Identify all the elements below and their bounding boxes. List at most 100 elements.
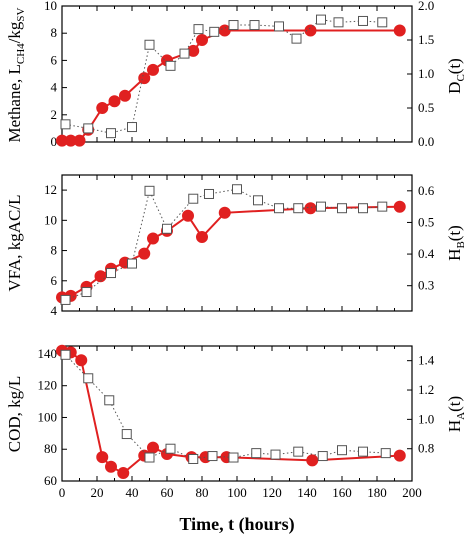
data-point-square — [106, 268, 116, 279]
data-point-circle — [393, 200, 406, 213]
data-point-square — [121, 429, 132, 440]
data-point-circle — [73, 134, 86, 147]
data-point-square — [209, 26, 220, 37]
data-point-circle — [117, 467, 130, 480]
series-line-model — [61, 205, 400, 299]
data-point-square — [380, 448, 391, 459]
data-point-square — [60, 349, 71, 360]
x-tick-label: 40 — [126, 485, 139, 500]
data-point-square — [316, 14, 326, 25]
data-point-square — [165, 443, 176, 454]
data-point-square — [358, 203, 368, 214]
y-tick-label-right: 1.4 — [418, 353, 435, 368]
y-tick-label-left: 100 — [38, 409, 58, 424]
data-point-square — [232, 184, 242, 195]
data-point-square — [316, 201, 326, 212]
data-point-square — [179, 48, 190, 59]
y-tick-label-left: 120 — [38, 378, 58, 393]
y-tick-label-left: 10 — [44, 0, 57, 13]
data-point-circle — [147, 63, 159, 76]
data-point-square — [293, 446, 304, 457]
x-tick-label: 160 — [332, 485, 352, 500]
y-tick-label-left: 0 — [51, 134, 58, 149]
y-tick-label-right: 0.5 — [418, 214, 434, 229]
data-point-square — [333, 17, 344, 28]
data-point-square — [162, 223, 172, 234]
data-point-circle — [119, 89, 131, 102]
data-point-square — [104, 395, 115, 406]
y-axis-label-right: HA(t) — [445, 396, 467, 432]
y-tick-label-left: 4 — [51, 80, 58, 95]
data-point-circle — [108, 95, 121, 108]
data-point-circle — [306, 454, 319, 467]
y-tick-label-left: 6 — [51, 52, 58, 67]
data-point-square — [144, 39, 155, 50]
data-point-circle — [138, 247, 151, 260]
panel-vfa: VFA, kgAC/L HB(t) 4 6 8 10 12 0.3 0.4 0.5 0.6 — [5, 174, 467, 318]
data-point-square — [377, 17, 388, 28]
series-line-model — [62, 29, 400, 142]
y-tick-label-right: 0.0 — [418, 134, 434, 149]
x-tick-label: 120 — [262, 485, 282, 500]
data-point-square — [60, 119, 71, 130]
y-tick-label-right: 1.0 — [418, 66, 434, 81]
data-point-square — [106, 128, 116, 139]
data-point-square — [251, 448, 262, 459]
data-point-square — [249, 20, 260, 31]
data-point-square — [188, 193, 199, 204]
x-axis-label: Time, t (hours) — [179, 514, 294, 535]
data-point-circle — [182, 209, 194, 222]
data-point-square — [358, 15, 368, 26]
data-point-square — [83, 373, 94, 384]
data-point-square — [127, 122, 137, 133]
y-tick-label-right: 0.3 — [418, 278, 434, 293]
x-tick-label: 200 — [402, 485, 422, 500]
y-axis-label-right: DC(t) — [445, 58, 467, 94]
y-tick-label-right: 2.0 — [418, 0, 434, 13]
data-point-square — [228, 452, 239, 463]
data-point-circle — [196, 34, 208, 46]
y-tick-label-left: 4 — [51, 303, 58, 318]
data-point-square — [144, 185, 155, 196]
x-tick-label: 100 — [227, 485, 247, 500]
data-point-circle — [96, 102, 109, 114]
x-tick-label: 0 — [59, 485, 66, 500]
data-point-square — [144, 452, 155, 463]
plot-frame — [61, 174, 413, 312]
y-axis-label-left: COD, kg/L — [5, 376, 24, 453]
y-tick-label-left: 8 — [51, 243, 58, 258]
y-axis-label-left: VFA, kgAC/L — [5, 195, 24, 292]
data-point-square — [293, 203, 304, 214]
panel-cod: COD, kg/L HA(t) Time, t (hours) 0 20 40 60 8… — [5, 344, 467, 535]
y-tick-label-left: 80 — [44, 441, 57, 456]
y-tick-label-right: 0.6 — [418, 183, 435, 198]
data-point-circle — [196, 230, 208, 243]
y-tick-label-left: 10 — [44, 212, 57, 227]
data-point-square — [165, 60, 176, 71]
data-point-square — [358, 446, 368, 457]
data-point-circle — [147, 441, 159, 454]
data-point-circle — [304, 24, 317, 37]
data-point-circle — [304, 202, 317, 215]
y-tick-label-right: 0.8 — [418, 441, 434, 456]
data-point-circle — [94, 270, 107, 283]
data-point-circle — [147, 232, 159, 245]
y-axis-label-left: Methane, LCH4/kgSV — [5, 7, 27, 142]
y-tick-label-right: 1.5 — [418, 32, 434, 47]
data-point-circle — [218, 206, 231, 219]
x-tick-label: 80 — [196, 485, 209, 500]
data-point-square — [83, 123, 94, 134]
data-point-square — [317, 451, 328, 462]
x-tick-label: 20 — [91, 485, 104, 500]
data-point-square — [207, 451, 218, 462]
y-tick-label-right: 1.2 — [418, 382, 434, 397]
series-line-observed — [65, 188, 383, 301]
x-tick-label: 60 — [161, 485, 174, 500]
data-point-circle — [96, 451, 109, 464]
data-point-circle — [75, 354, 88, 367]
y-tick-label-left: 60 — [44, 473, 57, 488]
data-point-square — [274, 203, 284, 214]
data-point-square — [337, 203, 347, 214]
data-point-square — [127, 258, 137, 269]
